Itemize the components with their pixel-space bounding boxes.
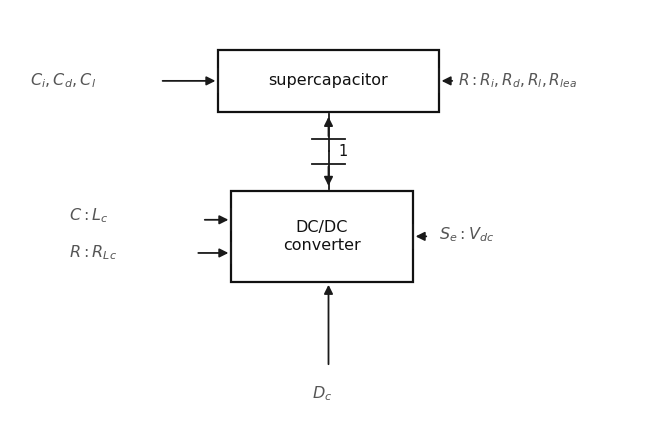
FancyBboxPatch shape bbox=[231, 191, 413, 282]
Text: $C_i, C_d, C_l$: $C_i, C_d, C_l$ bbox=[30, 71, 96, 90]
Text: $C : L_c$: $C : L_c$ bbox=[69, 206, 108, 225]
FancyBboxPatch shape bbox=[218, 50, 439, 112]
Text: supercapacitor: supercapacitor bbox=[269, 73, 388, 88]
Text: DC/DC
converter: DC/DC converter bbox=[283, 220, 361, 253]
Text: $R : R_i, R_d, R_l, R_{lea}$: $R : R_i, R_d, R_l, R_{lea}$ bbox=[458, 71, 577, 90]
Text: $D_c$: $D_c$ bbox=[312, 385, 332, 403]
Text: $R : R_{Lc}$: $R : R_{Lc}$ bbox=[69, 244, 117, 262]
Text: 1: 1 bbox=[338, 144, 348, 159]
Text: $S_e : V_{dc}$: $S_e : V_{dc}$ bbox=[439, 225, 494, 244]
